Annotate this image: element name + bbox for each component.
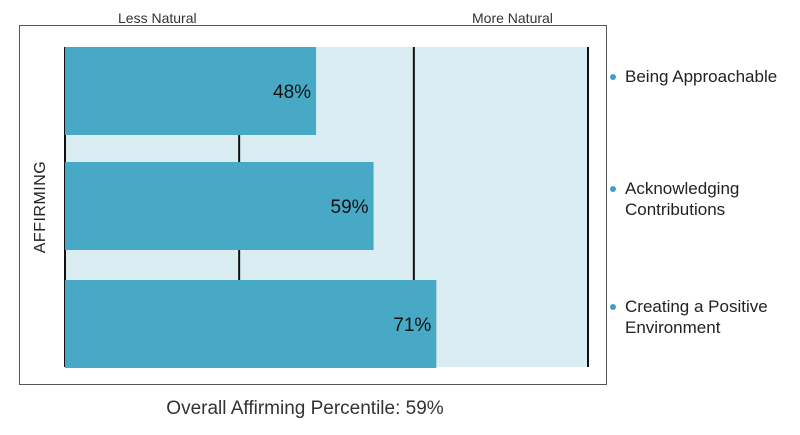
legend-label: Being Approachable [625, 67, 778, 86]
legend-dot-icon [610, 186, 616, 192]
more-natural-label: More Natural [472, 10, 553, 26]
bar-2 [65, 162, 374, 250]
bar-value-label-1: 48% [273, 82, 311, 103]
legend-label: Acknowledging Contributions [625, 179, 740, 219]
legend-label: Creating a Positive Environment [625, 297, 768, 337]
legend-dot-icon [610, 304, 616, 310]
less-natural-label: Less Natural [118, 10, 197, 26]
overall-percentile-caption: Overall Affirming Percentile: 59% [166, 398, 444, 419]
bar-3 [65, 280, 437, 368]
legend-dot-icon [610, 74, 616, 80]
bar-1 [65, 47, 317, 135]
chart-frame [19, 25, 607, 385]
legend-item-positive-environment: Creating a Positive Environment [610, 296, 795, 338]
legend-item-contributions: Acknowledging Contributions [610, 178, 795, 220]
legend-item-approachable: Being Approachable [610, 66, 795, 87]
bar-value-label-2: 59% [331, 197, 369, 218]
bar-value-label-3: 71% [393, 315, 431, 336]
